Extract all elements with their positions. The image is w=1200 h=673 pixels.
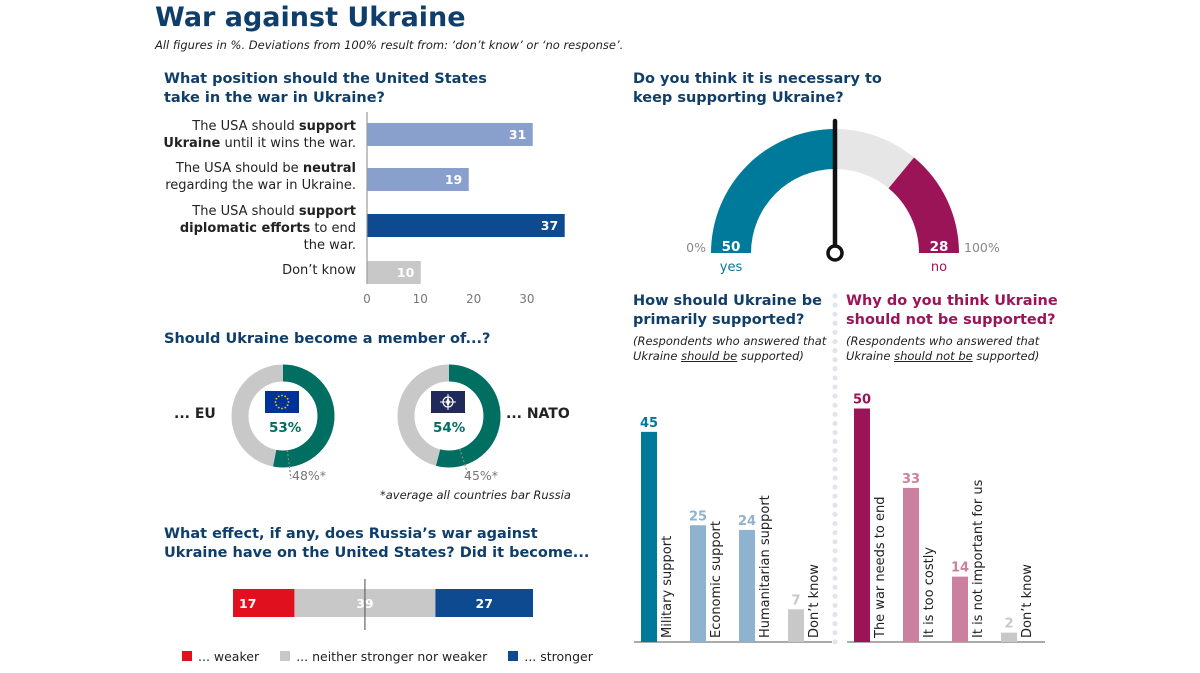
gauge-min-label: 0% — [686, 240, 706, 255]
eu-average-marker — [286, 450, 292, 480]
gauge-no-segment — [888, 157, 959, 253]
gauge-no-value: 28 — [930, 239, 949, 255]
gauge-yes-value: 50 — [722, 239, 741, 255]
us-position-bar-1 — [367, 123, 533, 146]
why-not-label-it-is-not-important-for-us: It is not important for us — [971, 479, 986, 638]
how-support-value-don-t-know: 7 — [791, 593, 800, 608]
how-support-bar-humanitarian-support — [739, 529, 755, 642]
nato-flag-icon — [431, 391, 465, 413]
how-support-label-humanitarian-support: Humanitarian support — [758, 495, 773, 638]
us-position-bar-3 — [367, 214, 565, 237]
gauge-pivot — [826, 244, 844, 262]
nato-donut-chart — [397, 364, 501, 477]
us-position-tick-0: 0 — [363, 292, 371, 306]
us-position-label-4: Don’t know — [282, 263, 356, 278]
effect-segment-weaker — [233, 589, 295, 617]
column-divider — [832, 293, 838, 651]
effect-value-weaker: 17 — [239, 596, 256, 611]
membership-footnote: *average all countries bar Russia — [380, 488, 571, 502]
why-not-bar-it-is-not-important-for-us — [952, 576, 968, 642]
why-not-value-it-is-not-important-for-us: 14 — [951, 561, 969, 576]
us-position-chart: 31 19 37 10 0 10 20 30 — [363, 112, 565, 306]
eu-label: ... EU — [174, 406, 216, 422]
page-subtitle: All figures in %. Deviations from 100% r… — [155, 38, 624, 52]
how-support-bar-don-t-know — [788, 609, 804, 642]
support-needed-question: Do you think it is necessary to keep sup… — [633, 70, 882, 108]
us-position-question-line2: take in the war in Ukraine? — [164, 90, 385, 106]
why-not-label-it-is-too-costly: It is too costly — [922, 547, 937, 638]
why-not-chart: 50 The war needs to end 33 It is too costly… — [847, 393, 1045, 643]
us-position-tick-30: 30 — [519, 292, 534, 306]
how-support-bar-economic-support — [690, 525, 706, 642]
us-position-question: What position should the United States t… — [164, 70, 487, 108]
why-not-value-don-t-know: 2 — [1004, 617, 1013, 632]
legend-weaker: ... weaker — [182, 649, 259, 664]
how-support-question: How should Ukraine be primarily supporte… — [633, 292, 822, 330]
us-position-value-1: 31 — [509, 127, 526, 142]
why-not-value-the-war-needs-to-end: 50 — [853, 393, 871, 408]
how-support-label-don-t-know: Don’t know — [807, 564, 822, 638]
eu-donut-share — [231, 364, 335, 468]
us-position-label-2: The USA should be neutral regarding the … — [165, 161, 356, 193]
gauge-yes-label: yes — [720, 260, 743, 275]
eu-flag-icon — [265, 391, 299, 413]
why-not-value-it-is-too-costly: 33 — [902, 472, 920, 487]
why-not-note: (Respondents who answered that Ukraine s… — [846, 334, 1040, 363]
how-support-question-line2: primarily supported? — [633, 312, 805, 328]
how-support-value-military-support: 45 — [640, 416, 658, 431]
us-position-value-2: 19 — [445, 172, 462, 187]
effect-question: What effect, if any, does Russia’s war a… — [164, 525, 589, 563]
why-not-bar-the-war-needs-to-end — [854, 408, 870, 642]
nato-percent: 54% — [433, 420, 466, 436]
us-position-tick-20: 20 — [466, 292, 481, 306]
nato-average-marker — [459, 448, 470, 477]
us-position-label-1: The USA should support Ukraine until it … — [163, 119, 356, 151]
gauge-rest-segment — [835, 129, 915, 189]
us-position-value-4: 10 — [397, 265, 415, 280]
why-not-question: Why do you think Ukraine should not be s… — [846, 292, 1058, 330]
support-needed-question-line1: Do you think it is necessary to — [633, 71, 882, 87]
us-position-label-3: The USA should support diplomatic effort… — [179, 204, 356, 253]
nato-label: ... NATO — [506, 406, 570, 422]
why-not-label-don-t-know: Don’t know — [1020, 564, 1035, 638]
us-position-question-line1: What position should the United States — [164, 71, 487, 87]
gauge-max-label: 100% — [964, 240, 1000, 255]
gauge-no-label: no — [931, 260, 947, 275]
legend-neither: ... neither stronger nor weaker — [280, 649, 487, 664]
us-position-bar-4 — [367, 261, 421, 284]
why-not-question-line2: should not be supported? — [846, 312, 1056, 328]
nato-donut-share — [397, 364, 501, 468]
how-support-label-military-support: Military support — [660, 536, 675, 638]
how-support-note: (Respondents who answered that Ukraine s… — [633, 334, 827, 363]
page-title: War against Ukraine — [155, 2, 466, 33]
effect-value-stronger: 27 — [476, 596, 493, 611]
eu-percent: 53% — [269, 420, 302, 436]
why-not-bar-it-is-too-costly — [903, 487, 919, 642]
how-support-bar-military-support — [641, 431, 657, 642]
why-not-bar-don-t-know — [1001, 632, 1017, 642]
gauge-yes-segment — [711, 129, 835, 253]
nato-average: 45%* — [464, 468, 499, 483]
why-not-question-line1: Why do you think Ukraine — [846, 293, 1058, 309]
eu-donut-chart — [231, 364, 335, 480]
eu-average: 48%* — [292, 468, 327, 483]
us-position-bar-2 — [367, 168, 469, 191]
effect-legend: ... weaker ... neither stronger nor weak… — [182, 646, 609, 665]
how-support-value-economic-support: 25 — [689, 509, 707, 524]
effect-question-line1: What effect, if any, does Russia’s war a… — [164, 526, 538, 542]
how-support-question-line1: How should Ukraine be — [633, 293, 822, 309]
effect-stacked-bar: 17 39 27 — [233, 579, 533, 630]
how-support-value-humanitarian-support: 24 — [738, 514, 756, 529]
legend-stronger: ... stronger — [508, 649, 593, 664]
how-support-label-economic-support: Economic support — [709, 521, 724, 638]
support-needed-gauge: 50 28 yes no 0% 100% — [686, 118, 1000, 275]
us-position-value-3: 37 — [541, 218, 558, 233]
why-not-label-the-war-needs-to-end: The war needs to end — [873, 497, 888, 639]
us-position-tick-10: 10 — [413, 292, 428, 306]
support-needed-question-line2: keep supporting Ukraine? — [633, 90, 844, 106]
effect-question-line2: Ukraine have on the United States? Did i… — [164, 545, 590, 561]
effect-segment-stronger — [435, 589, 533, 617]
membership-question: Should Ukraine become a member of...? — [164, 331, 491, 347]
